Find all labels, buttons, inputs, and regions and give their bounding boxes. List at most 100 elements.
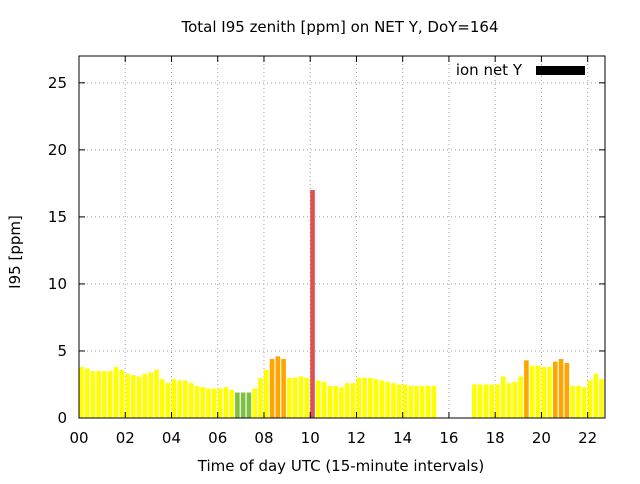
bar — [159, 379, 165, 418]
bar — [541, 367, 547, 418]
bar — [310, 190, 315, 418]
bar — [552, 361, 558, 418]
bar — [535, 365, 541, 418]
x-tick-label: 16 — [439, 429, 458, 447]
x-tick-label: 02 — [116, 429, 135, 447]
legend-label: ion net Y — [456, 61, 523, 79]
x-tick-label: 10 — [301, 429, 320, 447]
bar — [477, 384, 483, 418]
bar — [304, 377, 310, 418]
bar — [84, 368, 90, 418]
bar — [113, 367, 119, 418]
bar — [269, 359, 275, 418]
bar — [558, 359, 564, 418]
bar — [119, 369, 125, 418]
bar — [362, 377, 367, 418]
bar — [177, 380, 182, 418]
bar — [136, 376, 142, 418]
x-tick-label: 14 — [393, 429, 412, 447]
bar — [90, 371, 96, 418]
y-tick-label: 0 — [57, 409, 67, 427]
bar — [495, 384, 500, 418]
bar — [327, 385, 333, 418]
x-tick-label: 06 — [208, 429, 227, 447]
bar — [246, 392, 252, 418]
bar — [142, 373, 148, 418]
bar — [275, 356, 281, 418]
bar — [223, 387, 229, 418]
bar — [344, 383, 350, 418]
bar — [408, 385, 414, 418]
bar — [564, 363, 570, 418]
bar — [183, 380, 188, 418]
bar — [356, 377, 362, 418]
bar — [211, 388, 217, 418]
bar — [298, 376, 304, 418]
bar — [235, 392, 240, 418]
bar — [385, 381, 390, 418]
bar — [506, 383, 512, 418]
bar — [529, 365, 535, 418]
bar — [333, 385, 338, 418]
bar — [368, 377, 373, 418]
bar — [593, 373, 599, 418]
bar — [252, 388, 258, 418]
x-tick-label: 18 — [486, 429, 505, 447]
bar — [263, 369, 269, 418]
y-tick-label: 20 — [48, 141, 67, 159]
bar — [431, 385, 437, 418]
bar — [472, 384, 477, 418]
x-tick-label: 12 — [347, 429, 366, 447]
bar — [414, 385, 419, 418]
bars-group — [79, 190, 604, 418]
bar — [420, 385, 425, 418]
bar — [599, 379, 604, 418]
bar — [518, 376, 523, 418]
x-axis-label: Time of day UTC (15-minute intervals) — [197, 457, 484, 475]
y-tick-label: 10 — [48, 275, 67, 293]
bar — [165, 383, 171, 418]
bar — [107, 371, 113, 418]
bar — [229, 389, 234, 418]
bar — [200, 387, 206, 418]
bar — [570, 385, 575, 418]
bar — [131, 375, 136, 418]
bar — [79, 367, 84, 418]
bar — [258, 377, 263, 418]
bar — [483, 384, 489, 418]
bar — [547, 367, 552, 418]
bar — [321, 381, 327, 418]
legend-swatch — [536, 66, 585, 75]
x-tick-label: 22 — [578, 429, 597, 447]
plot-frame — [78, 55, 606, 419]
x-tick-label: 20 — [532, 429, 551, 447]
bar — [402, 384, 408, 418]
bar — [287, 377, 292, 418]
bar — [102, 371, 107, 418]
y-tick-label: 15 — [48, 208, 67, 226]
bar — [171, 379, 177, 418]
bar — [217, 388, 223, 418]
legend: ion net Y — [456, 61, 585, 79]
bar — [581, 387, 587, 418]
bar — [125, 373, 130, 418]
bar — [373, 379, 379, 418]
bar — [500, 376, 506, 418]
y-tick-label: 5 — [57, 342, 67, 360]
y-tick-label: 25 — [48, 74, 67, 92]
bar — [489, 384, 495, 418]
bar — [339, 387, 344, 418]
x-tick-label: 08 — [254, 429, 273, 447]
bar — [240, 392, 246, 418]
bar — [281, 359, 286, 418]
x-tick-label: 00 — [69, 429, 88, 447]
bar — [194, 385, 200, 418]
y-axis-label: I95 [ppm] — [6, 215, 24, 289]
chart-title: Total I95 zenith [ppm] on NET Y, DoY=164 — [180, 18, 498, 36]
bar — [188, 383, 194, 418]
bar — [587, 380, 593, 418]
bar — [350, 383, 356, 418]
bar — [292, 377, 298, 418]
